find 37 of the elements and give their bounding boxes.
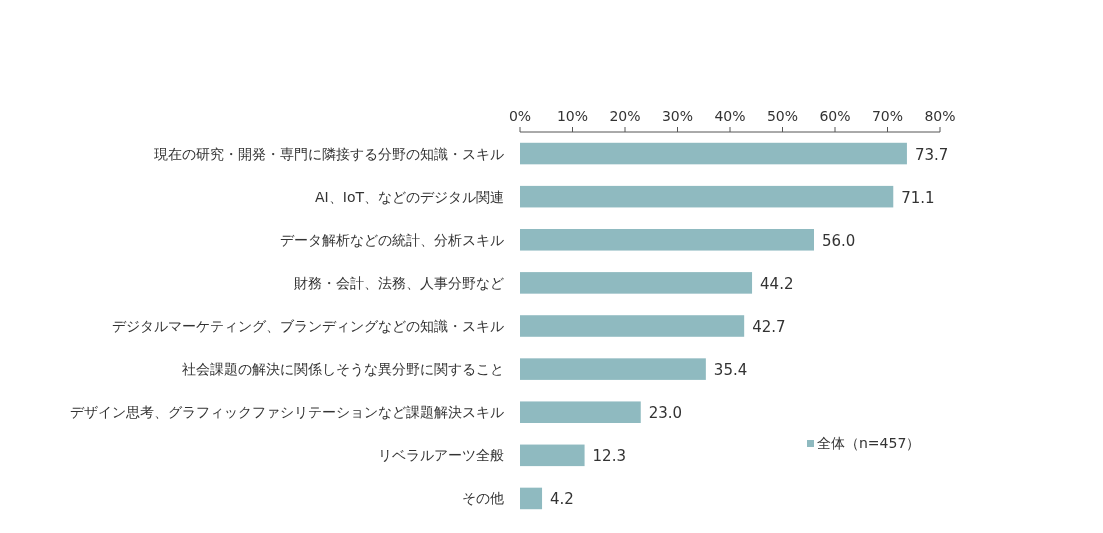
y-tick-label: 現在の研究・開発・専門に隣接する分野の知識・スキル: [154, 145, 504, 162]
x-tick-label: 40%: [714, 108, 746, 124]
y-tick-label: データ解析などの統計、分析スキル: [280, 231, 504, 248]
x-tick-label: 80%: [924, 108, 956, 124]
x-tick-label: 70%: [871, 108, 904, 124]
bar: [520, 185, 894, 208]
bar: [520, 487, 543, 510]
y-tick-label: リベラルアーツ全般: [378, 447, 504, 464]
legend-label: 全体（n=457）: [817, 435, 921, 451]
x-tick-label: 60%: [819, 108, 851, 124]
y-tick-label: 社会課題の解決に関係しそうな異分野に関すること: [182, 361, 504, 378]
bar: [520, 272, 753, 294]
x-tick-label: 50%: [766, 108, 799, 124]
bar: [520, 358, 706, 380]
y-tick-label: デザイン思考、グラフィックファシリテーションなど課題解決スキル: [70, 404, 504, 421]
data-label: 35.4: [713, 361, 748, 380]
bar: [520, 401, 641, 423]
data-label: 71.1: [901, 188, 935, 207]
y-tick-label: AI、IoT、などのデジタル関連: [315, 188, 504, 205]
bar: [520, 229, 814, 251]
bar: [520, 315, 745, 337]
x-tick-label: 0%: [508, 108, 532, 124]
data-label: 56.0: [822, 231, 856, 250]
x-tick-label: 20%: [609, 108, 641, 124]
data-label: 73.7: [914, 145, 949, 164]
bar: [520, 142, 907, 165]
y-tick-label: 財務・会計、法務、人事分野など: [294, 274, 504, 291]
data-label: 12.3: [592, 447, 626, 466]
data-label: 42.7: [752, 318, 786, 336]
bar: [520, 444, 585, 467]
data-label: 23.0: [648, 404, 683, 423]
data-label: 44.2: [760, 274, 794, 293]
x-tick-label: 30%: [661, 108, 694, 124]
x-tick-label: 10%: [556, 108, 589, 124]
data-label: 4.2: [550, 490, 574, 509]
y-tick-label: デジタルマーケティング、ブランディングなどの知識・スキル: [112, 318, 504, 334]
y-tick-label: その他: [462, 490, 504, 507]
